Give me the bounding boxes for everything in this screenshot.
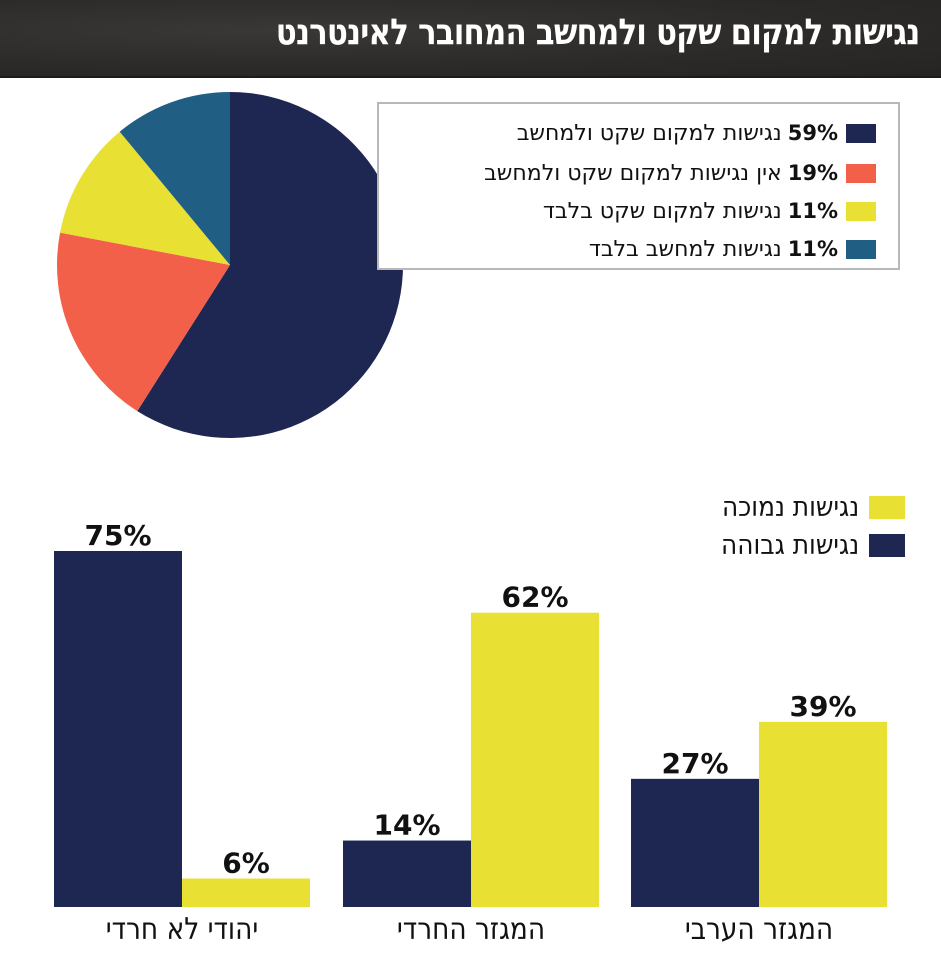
bar-low-2 bbox=[759, 721, 887, 907]
pie-slice-1 bbox=[56, 232, 230, 412]
legend-label: נגישות למחשב בלבד bbox=[588, 236, 782, 262]
bar-value-label: 14% bbox=[373, 809, 440, 842]
bar-chart: 75% 6% 14% 62% 27% 39% bbox=[54, 519, 887, 907]
legend-label: נגישות גבוהה bbox=[720, 529, 859, 561]
bar-high-2 bbox=[631, 778, 759, 907]
legend-percent: 59% bbox=[787, 121, 838, 145]
bar-high-0 bbox=[54, 551, 182, 907]
legend-label: נגישות למקום שקט בלבד bbox=[542, 198, 782, 224]
legend-percent: 11% bbox=[787, 237, 838, 261]
bar-low-1 bbox=[471, 612, 599, 907]
pie-slice-3 bbox=[119, 92, 230, 265]
legend-percent: 11% bbox=[787, 199, 838, 223]
bar-value-label: 75% bbox=[84, 519, 151, 552]
pie-legend-item: 11% נגישות למקום שקט בלבד bbox=[543, 196, 876, 226]
bar-legend-item: נגישות גבוהה bbox=[709, 529, 905, 561]
page-title: נגישות למקום שקט ולמחשב המחובר לאינטרנט bbox=[275, 12, 919, 53]
legend-label: אין נגישות למקום שקט ולמחשב bbox=[484, 160, 782, 186]
pie-legend-item: 59% נגישות למקום שקט ולמחשב bbox=[517, 118, 876, 148]
pie-slice-2 bbox=[60, 131, 231, 265]
legend-swatch-coral bbox=[846, 163, 876, 183]
pie-legend-item: 11% נגישות למחשב בלבד bbox=[589, 234, 876, 264]
bar-value-label: 62% bbox=[501, 581, 568, 614]
category-label: המגזר הערבי bbox=[684, 912, 834, 947]
legend-swatch-teal bbox=[846, 239, 876, 259]
bar-low-0 bbox=[182, 878, 310, 907]
legend-label: נגישות נמוכה bbox=[721, 491, 859, 523]
legend-swatch-navy bbox=[846, 123, 876, 143]
legend-swatch-yellow bbox=[846, 201, 876, 221]
legend-swatch-yellow bbox=[869, 495, 905, 519]
bar-high-1 bbox=[343, 840, 471, 907]
pie-chart bbox=[56, 92, 403, 439]
bar-legend-item: נגישות נמוכה bbox=[710, 491, 905, 523]
legend-percent: 19% bbox=[787, 161, 838, 185]
bar-value-label: 6% bbox=[222, 847, 270, 880]
legend-label: נגישות למקום שקט ולמחשב bbox=[516, 120, 782, 146]
category-label: המגזר החרדי bbox=[396, 912, 546, 947]
header-banner: נגישות למקום שקט ולמחשב המחובר לאינטרנט bbox=[0, 0, 941, 78]
legend-swatch-navy bbox=[869, 533, 905, 557]
category-label: יהודי לא חרדי bbox=[105, 912, 259, 947]
bar-value-label: 27% bbox=[661, 747, 728, 780]
pie-legend: 59% נגישות למקום שקט ולמחשב 19% אין נגיש… bbox=[377, 102, 900, 270]
bar-value-label: 39% bbox=[789, 690, 856, 723]
pie-slice-0 bbox=[137, 92, 403, 439]
pie-legend-item: 19% אין נגישות למקום שקט ולמחשב bbox=[484, 158, 876, 188]
